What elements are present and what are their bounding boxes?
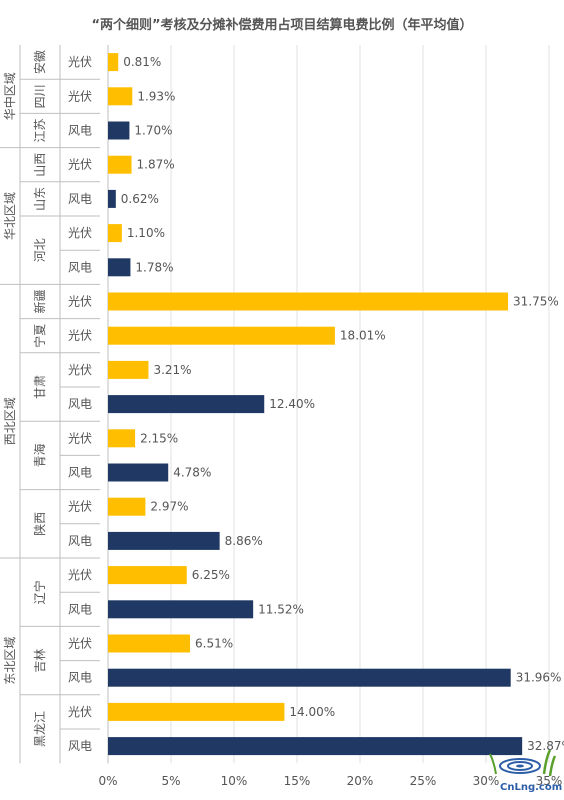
energy-type-label: 风电: [68, 602, 92, 616]
x-tick-label: 30%: [473, 774, 500, 788]
region-label: 东北区域: [3, 637, 17, 685]
x-tick-label: 15%: [284, 774, 311, 788]
bar-value-label: 14.00%: [289, 705, 335, 719]
province-label: 江苏: [33, 118, 47, 142]
bar: [108, 360, 149, 379]
province-label: 吉林: [33, 649, 47, 673]
bar-value-label: 0.62%: [121, 192, 159, 206]
bar-value-label: 3.21%: [153, 363, 191, 377]
bar-value-label: 2.97%: [150, 500, 188, 514]
province-label: 辽宁: [32, 580, 47, 604]
energy-type-label: 风电: [68, 397, 92, 411]
bar-value-label: 31.96%: [516, 671, 562, 685]
bar: [108, 258, 131, 277]
bar-value-label: 11.52%: [258, 602, 304, 616]
bar: [108, 634, 191, 653]
bar-value-label: 0.81%: [123, 55, 161, 69]
energy-type-label: 光伏: [68, 705, 92, 719]
region-label: 华中区域: [2, 72, 17, 120]
province-label: 青海: [32, 443, 47, 467]
chart-title: “两个细则”考核及分摊补偿费用占项目结算电费比例（年平均值）: [91, 18, 473, 33]
cnlng-logo-icon: [489, 749, 557, 777]
province-label: 山东: [33, 187, 47, 211]
bar: [108, 702, 285, 721]
x-tick-label: 20%: [347, 774, 374, 788]
bar: [108, 668, 511, 687]
bar-value-label: 1.78%: [135, 260, 173, 274]
energy-type-label: 光伏: [68, 226, 92, 240]
energy-type-label: 风电: [68, 124, 92, 138]
region-label: 华北区域: [3, 192, 17, 240]
province-label: 陕西: [32, 512, 47, 536]
energy-type-label: 风电: [68, 192, 92, 206]
x-tick-label: 25%: [410, 774, 437, 788]
bar-value-label: 1.70%: [134, 124, 172, 138]
bar: [108, 497, 146, 516]
bar: [108, 121, 130, 140]
province-label: 山西: [33, 153, 47, 177]
x-tick-label: 35%: [536, 774, 563, 788]
bar-value-label: 6.51%: [195, 637, 233, 651]
bar: [108, 155, 132, 174]
province-label: 河北: [33, 238, 47, 262]
bar: [108, 531, 220, 550]
x-tick-label: 0%: [98, 774, 117, 788]
province-label: 新疆: [32, 289, 47, 313]
energy-type-label: 风电: [68, 534, 92, 548]
bar: [108, 463, 169, 482]
energy-type-label: 光伏: [68, 431, 92, 445]
bar: [108, 292, 509, 311]
energy-type-label: 风电: [68, 260, 92, 274]
bar: [108, 737, 523, 756]
energy-type-label: 光伏: [68, 329, 92, 343]
province-label: 安徽: [32, 50, 47, 74]
bar: [108, 53, 119, 72]
province-label: 四川: [33, 84, 47, 108]
energy-type-label: 光伏: [68, 363, 92, 377]
energy-type-label: 光伏: [68, 89, 92, 103]
bar-value-label: 32.87%: [527, 739, 564, 753]
bar-value-label: 4.78%: [173, 466, 211, 480]
energy-type-label: 光伏: [68, 500, 92, 514]
energy-type-label: 风电: [68, 671, 92, 685]
bar: [108, 566, 187, 585]
energy-type-label: 光伏: [68, 158, 92, 172]
bar: [108, 87, 133, 106]
bar-value-label: 1.10%: [127, 226, 165, 240]
bar-value-label: 2.15%: [140, 431, 178, 445]
x-tick-label: 5%: [161, 774, 180, 788]
bar-value-label: 12.40%: [269, 397, 315, 411]
province-label: 甘肃: [33, 375, 47, 399]
energy-type-label: 光伏: [68, 568, 92, 582]
bar: [108, 224, 122, 243]
x-tick-label: 10%: [221, 774, 248, 788]
bar-value-label: 8.86%: [225, 534, 263, 548]
bar-value-label: 1.93%: [137, 89, 175, 103]
bar: [108, 429, 136, 448]
bar: [108, 600, 254, 619]
province-label: 黑龙江: [33, 711, 47, 747]
energy-type-label: 风电: [68, 466, 92, 480]
bar: [108, 189, 116, 208]
energy-type-label: 光伏: [68, 295, 92, 309]
energy-type-label: 光伏: [68, 637, 92, 651]
watermark-text: CnLng.com: [500, 782, 563, 793]
bar-value-label: 1.87%: [137, 158, 175, 172]
bar: [108, 326, 335, 345]
energy-type-label: 光伏: [68, 55, 92, 69]
bar-value-label: 18.01%: [340, 329, 386, 343]
bar-value-label: 6.25%: [192, 568, 230, 582]
bar: [108, 395, 265, 414]
energy-type-label: 风电: [68, 739, 92, 753]
province-label: 宁夏: [32, 324, 47, 348]
bar-value-label: 31.75%: [513, 295, 559, 309]
region-label: 西北区域: [3, 397, 17, 445]
